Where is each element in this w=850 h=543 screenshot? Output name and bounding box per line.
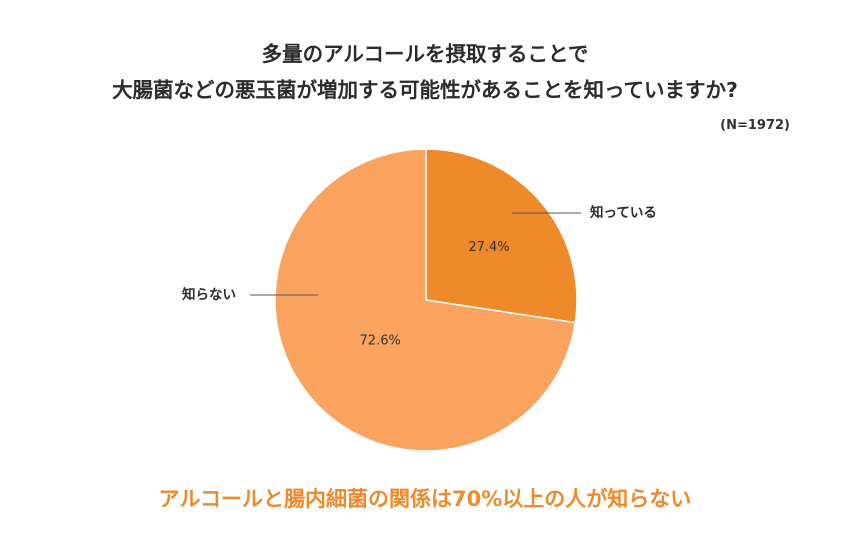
pie-slice-know xyxy=(425,148,578,324)
chart-title-line2: 大腸菌などの悪玉菌が増加する可能性があることを知っていますか? xyxy=(112,78,738,102)
category-label-dont-know: 知らない xyxy=(182,286,236,303)
chart-title-line1: 多量のアルコールを摂取することで xyxy=(261,42,589,66)
data-label-dont-know: 72.6% xyxy=(360,333,401,348)
category-label-know: 知っている xyxy=(590,204,657,221)
pie-slice-dont-know xyxy=(274,148,577,452)
chart-footer-caption: アルコールと腸内細菌の関係は70%以上の人が知らない xyxy=(158,487,692,511)
data-label-know: 27.4% xyxy=(468,240,509,255)
sample-size-label: (N=1972) xyxy=(720,118,790,133)
